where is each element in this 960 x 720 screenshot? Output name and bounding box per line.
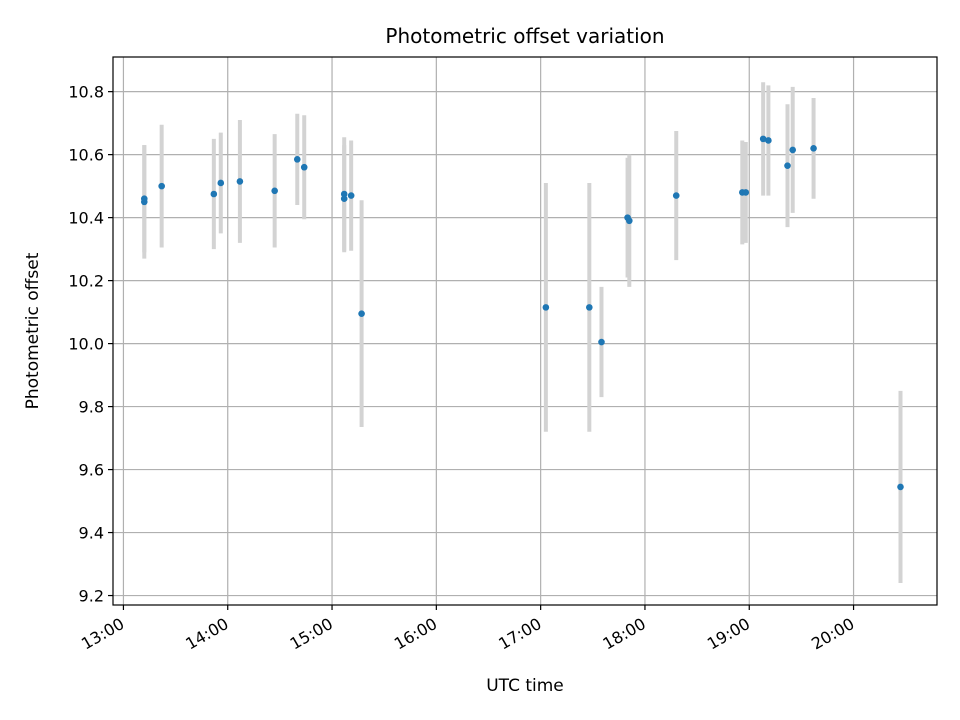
data-point: [810, 145, 817, 152]
data-points: [140, 135, 904, 491]
x-tick-label: 15:00: [287, 614, 336, 654]
data-point: [140, 195, 148, 203]
data-point: [340, 195, 348, 203]
data-point: [759, 135, 767, 143]
x-tick-label: 19:00: [704, 614, 753, 654]
y-tick-label: 9.6: [79, 461, 104, 480]
x-tick-label: 18:00: [600, 614, 649, 654]
plot-area-background: [113, 57, 937, 605]
data-point: [347, 192, 355, 199]
x-tick-label: 17:00: [495, 614, 544, 654]
data-point: [210, 190, 218, 198]
y-tick-label: 10.8: [68, 83, 104, 102]
y-tick-label: 9.2: [79, 587, 104, 606]
data-point: [236, 178, 244, 185]
data-point: [358, 310, 365, 317]
grid: [113, 57, 937, 605]
data-point: [672, 192, 680, 199]
y-tick-label: 10.6: [68, 146, 104, 165]
x-tick-label: 16:00: [391, 614, 440, 654]
data-point: [271, 187, 278, 195]
data-point: [784, 162, 791, 169]
x-axis-ticks: 13:00 14:00 15:00 16:00 17:00 18:00 19:00 20:00: [78, 605, 858, 654]
data-point: [598, 338, 605, 346]
data-point: [217, 179, 225, 187]
y-tick-label: 9.4: [79, 524, 104, 543]
y-tick-label: 10.2: [68, 272, 104, 291]
data-point: [542, 304, 550, 311]
y-axis-title: Photometric offset: [23, 252, 43, 409]
y-tick-label: 10.0: [68, 335, 104, 354]
data-point: [626, 217, 633, 225]
x-tick-label: 20:00: [808, 614, 857, 654]
data-point: [586, 304, 593, 311]
data-point: [765, 137, 772, 144]
y-tick-label: 9.8: [79, 398, 104, 417]
data-point: [293, 156, 301, 163]
data-point: [340, 190, 348, 198]
chart-title: Photometric offset variation: [385, 24, 664, 48]
data-point: [300, 163, 308, 171]
y-axis-ticks: 9.2 9.4 9.6 9.8 10.0 10.2 10.4 10.6 10.8: [68, 83, 113, 606]
x-tick-label: 14:00: [182, 614, 231, 654]
data-point: [897, 483, 904, 491]
plot-frame: [112, 56, 938, 606]
y-tick-label: 10.4: [68, 209, 104, 228]
x-axis-title: UTC time: [486, 676, 564, 696]
data-point: [742, 189, 750, 196]
x-tick-label: 13:00: [78, 614, 127, 654]
data-point: [158, 182, 165, 190]
data-point: [789, 146, 797, 154]
